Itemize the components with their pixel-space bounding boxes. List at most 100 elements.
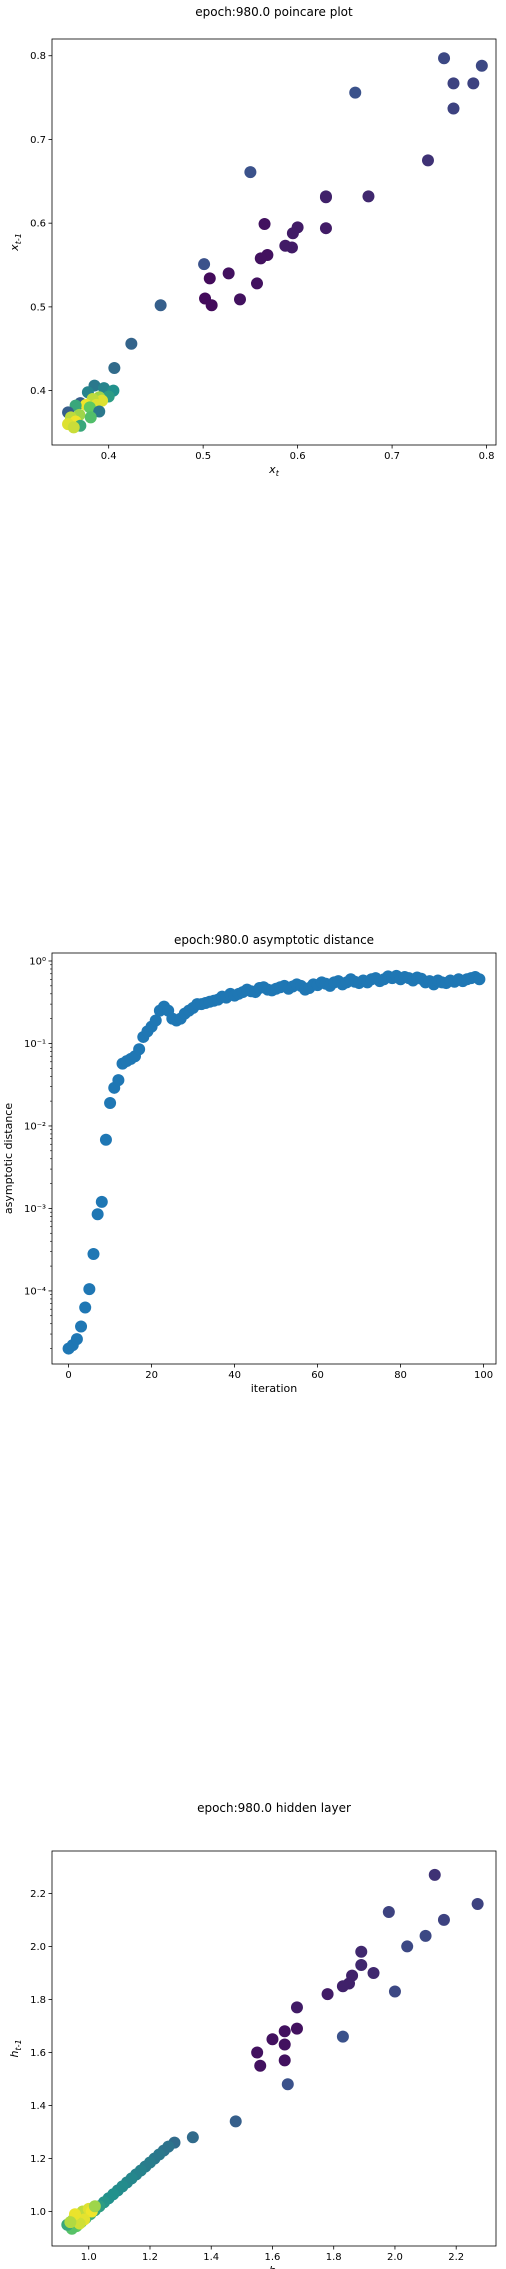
y-tick-label: 1.4 bbox=[30, 2101, 46, 2112]
data-point bbox=[278, 2025, 291, 2038]
data-point bbox=[349, 86, 362, 99]
data-point bbox=[319, 222, 332, 235]
data-point bbox=[91, 1208, 104, 1221]
chart-title: epoch:980.0 poincare plot bbox=[195, 5, 353, 19]
y-tick-label: 0.7 bbox=[30, 135, 46, 146]
data-point bbox=[70, 1333, 83, 1346]
data-point bbox=[475, 59, 488, 72]
data-point bbox=[73, 2217, 86, 2230]
data-point bbox=[473, 973, 486, 986]
data-point bbox=[104, 1096, 117, 1109]
plot-frame bbox=[51, 952, 497, 1365]
data-point bbox=[388, 1985, 401, 1998]
chart-2: epoch:980.0 asymptotic distance 0 20 40 60 80… bbox=[2, 933, 497, 1395]
data-point bbox=[64, 2216, 77, 2229]
data-point bbox=[428, 1868, 441, 1881]
x-tick-label: 60 bbox=[311, 1370, 324, 1381]
y-tick-label: 2.0 bbox=[30, 1942, 46, 1953]
y-tick-label: 10⁻² bbox=[24, 1121, 46, 1132]
data-point bbox=[336, 1980, 349, 1993]
plot-frame bbox=[51, 1850, 497, 2247]
x-axis-label: iteration bbox=[251, 1382, 297, 1395]
data-point bbox=[84, 411, 97, 424]
data-point bbox=[222, 267, 235, 280]
y-tick-label: 1.0 bbox=[30, 2207, 46, 2218]
data-point bbox=[149, 1014, 162, 1027]
chart-1: epoch:980.0 poincare plot 0.4 0.5 0.6 0.7 0.8… bbox=[8, 5, 497, 478]
data-point bbox=[67, 421, 80, 434]
y-tick-label: 10⁻³ bbox=[24, 1204, 46, 1215]
x-tick-label: 0.4 bbox=[101, 451, 117, 462]
data-point bbox=[254, 2059, 267, 2072]
data-point bbox=[278, 2038, 291, 2051]
data-point bbox=[438, 52, 451, 65]
data-point bbox=[471, 1898, 484, 1911]
plot-frame bbox=[51, 38, 497, 446]
chart-title: epoch:980.0 hidden layer bbox=[197, 1801, 351, 1815]
data-point bbox=[419, 1929, 432, 1942]
y-tick-label: 0.8 bbox=[30, 51, 46, 62]
data-point bbox=[250, 277, 263, 290]
data-point bbox=[254, 252, 267, 265]
data-point bbox=[198, 258, 211, 271]
data-point bbox=[319, 191, 332, 204]
data-point bbox=[244, 166, 257, 179]
data-point bbox=[447, 77, 460, 90]
y-axis-label: asymptotic distance bbox=[2, 1103, 15, 1214]
x-tick-label: 0.8 bbox=[479, 451, 495, 462]
data-point bbox=[278, 2054, 291, 2067]
y-tick-label: 0.4 bbox=[30, 386, 46, 397]
data-point bbox=[233, 293, 246, 306]
chart-3: epoch:980.0 hidden layer 1.0 1.2 1.4 1.6 1.8 2… bbox=[8, 1801, 497, 2269]
data-point bbox=[88, 2200, 101, 2213]
y-tick-label: 1.2 bbox=[30, 2154, 46, 2165]
points-layer bbox=[61, 1868, 484, 2235]
x-tick-label: 20 bbox=[145, 1370, 158, 1381]
x-tick-label: 1.8 bbox=[326, 2252, 342, 2263]
data-point bbox=[401, 1940, 414, 1953]
data-point bbox=[279, 239, 292, 252]
data-point bbox=[362, 190, 375, 203]
data-point bbox=[75, 1320, 88, 1333]
data-point bbox=[186, 2131, 199, 2144]
data-point bbox=[154, 299, 167, 312]
data-point bbox=[108, 361, 121, 374]
data-point bbox=[229, 2115, 242, 2128]
y-tick-label: 10⁰ bbox=[29, 956, 46, 967]
data-point bbox=[447, 102, 460, 115]
x-axis-label: xt bbox=[268, 463, 280, 478]
data-point bbox=[355, 1945, 368, 1958]
y-tick-label: 10⁻⁴ bbox=[24, 1286, 46, 1297]
data-point bbox=[99, 1133, 112, 1146]
data-point bbox=[251, 2046, 264, 2059]
chart-title: epoch:980.0 asymptotic distance bbox=[174, 933, 374, 947]
data-point bbox=[355, 1958, 368, 1971]
y-axis-label: ht-1 bbox=[8, 2039, 23, 2057]
y-tick-label: 2.2 bbox=[30, 1889, 46, 1900]
data-point bbox=[79, 1301, 92, 1314]
data-point bbox=[83, 401, 96, 414]
data-point bbox=[95, 1195, 108, 1208]
data-point bbox=[382, 1905, 395, 1918]
data-point bbox=[467, 77, 480, 90]
x-tick-label: 2.0 bbox=[387, 2252, 403, 2263]
data-point bbox=[203, 272, 216, 285]
x-tick-label: 2.2 bbox=[448, 2252, 464, 2263]
data-point bbox=[321, 1988, 334, 2001]
x-tick-label: 100 bbox=[474, 1370, 493, 1381]
x-tick-label: 0.6 bbox=[290, 451, 306, 462]
data-point bbox=[367, 1966, 380, 1979]
data-point bbox=[133, 1043, 146, 1056]
y-tick-label: 1.6 bbox=[30, 2048, 46, 2059]
data-point bbox=[266, 2033, 279, 2046]
y-tick-label: 0.6 bbox=[30, 219, 46, 230]
points-layer bbox=[62, 52, 488, 434]
data-point bbox=[87, 1248, 100, 1261]
y-tick-label: 0.5 bbox=[30, 302, 46, 313]
data-point bbox=[83, 1283, 96, 1296]
data-point bbox=[290, 2001, 303, 2014]
x-tick-label: 0 bbox=[65, 1370, 71, 1381]
x-tick-label: 1.2 bbox=[142, 2252, 158, 2263]
x-tick-label: 0.5 bbox=[195, 451, 211, 462]
